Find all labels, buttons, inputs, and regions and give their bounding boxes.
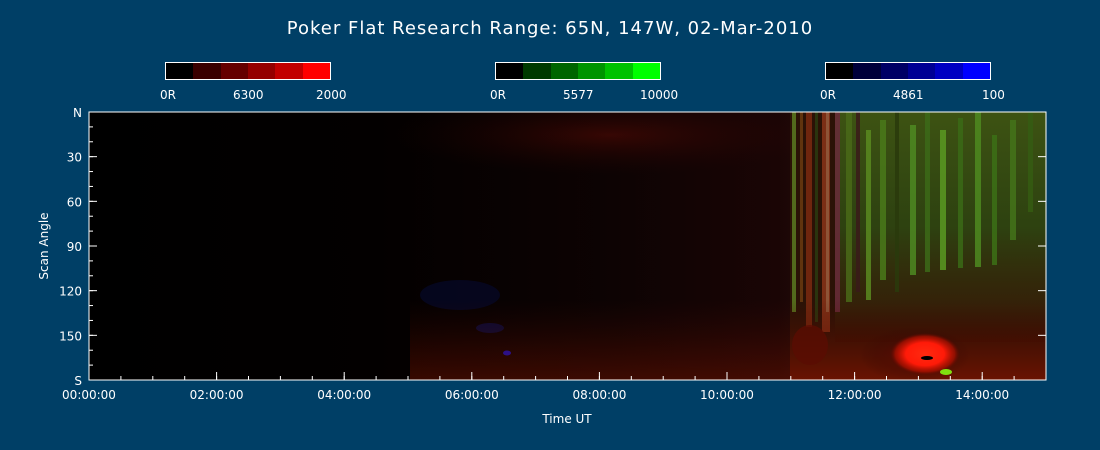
colorbar-5577-min-label: 0R bbox=[490, 88, 506, 102]
colorbar-swatch bbox=[166, 63, 194, 79]
x-tick-label: 04:00:00 bbox=[317, 388, 371, 402]
y-tick-label: 150 bbox=[59, 329, 82, 343]
colorbar-swatch bbox=[907, 63, 936, 79]
x-tick-label: 14:00:00 bbox=[955, 388, 1009, 402]
y-tick-label: 60 bbox=[67, 195, 82, 209]
x-tick-label: 08:00:00 bbox=[572, 388, 626, 402]
x-tick-label: 02:00:00 bbox=[190, 388, 244, 402]
blob-core bbox=[921, 356, 933, 360]
colorbar-4861-min-label: 0R bbox=[820, 88, 836, 102]
x-tick-label: 00:00:00 bbox=[62, 388, 116, 402]
y-axis-label: Scan Angle bbox=[37, 212, 51, 279]
colorbar-swatch bbox=[523, 63, 551, 79]
colorbar-swatch bbox=[577, 63, 606, 79]
colorbar-swatch bbox=[962, 63, 990, 79]
colorbar-6300 bbox=[165, 62, 331, 80]
x-tick-label: 12:00:00 bbox=[828, 388, 882, 402]
colorbar-4861 bbox=[825, 62, 991, 80]
colorbar-6300-max-label: 2000 bbox=[316, 88, 347, 102]
colorbar-swatch bbox=[275, 63, 303, 79]
red-blob bbox=[890, 333, 960, 375]
colorbar-swatch bbox=[826, 63, 854, 79]
colorbar-4861-mid-label: 4861 bbox=[893, 88, 924, 102]
colorbar-swatch bbox=[302, 63, 330, 79]
colorbar-swatch bbox=[247, 63, 276, 79]
green-spot bbox=[940, 369, 952, 375]
aurora-emission-layer bbox=[390, 112, 1046, 380]
y-tick-label: 30 bbox=[67, 151, 82, 165]
y-tick-label: S bbox=[74, 374, 82, 388]
colorbar-5577-mid-label: 5577 bbox=[563, 88, 594, 102]
colorbar-5577-max-label: 10000 bbox=[640, 88, 679, 102]
red-bottom-band bbox=[410, 300, 810, 380]
colorbar-4861-max-label: 100 bbox=[982, 88, 1005, 102]
colorbar-5577 bbox=[495, 62, 661, 80]
colorbar-6300-min-label: 0R bbox=[160, 88, 176, 102]
y-axis: N 30 60 90 120 150 S bbox=[59, 106, 1046, 388]
red-glow-top bbox=[390, 112, 830, 175]
y-tick-label: 90 bbox=[67, 240, 82, 254]
colorbar-swatch bbox=[853, 63, 881, 79]
colorbar-swatch bbox=[496, 63, 524, 79]
red-arc bbox=[792, 325, 828, 365]
colorbar-6300-mid-label: 6300 bbox=[233, 88, 264, 102]
colorbar-swatch bbox=[935, 63, 963, 79]
colorbar-swatch bbox=[193, 63, 221, 79]
aurora-streaks bbox=[792, 112, 1033, 332]
x-axis-label: Time UT bbox=[541, 412, 592, 426]
x-tick-label: 10:00:00 bbox=[700, 388, 754, 402]
x-axis: 00:00:00 02:00:00 04:00:00 06:00:00 08:00:00… bbox=[62, 372, 1047, 402]
chart-title: Poker Flat Research Range: 65N, 147W, 02… bbox=[286, 18, 814, 39]
colorbar-swatch bbox=[632, 63, 660, 79]
colorbar-swatch bbox=[880, 63, 908, 79]
colorbar-swatch bbox=[220, 63, 248, 79]
y-tick-label: 120 bbox=[59, 285, 82, 299]
colorbar-swatch bbox=[605, 63, 633, 79]
colorbar-swatch bbox=[550, 63, 578, 79]
x-tick-label: 06:00:00 bbox=[445, 388, 499, 402]
y-tick-label: N bbox=[73, 106, 82, 120]
